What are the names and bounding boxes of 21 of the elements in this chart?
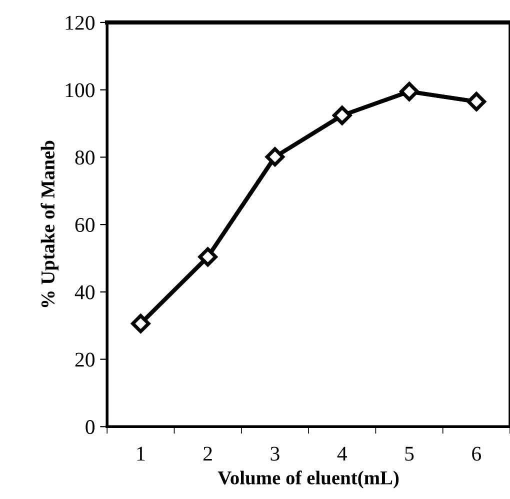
point	[265, 147, 285, 166]
point	[198, 247, 218, 266]
point	[332, 106, 352, 126]
y-tick-label: 0	[86, 420, 94, 434]
x-tick-label: 5	[405, 446, 414, 461]
y-tick-label: 60	[75, 218, 94, 232]
x-axis-title: Volume of eluent(mL)	[218, 470, 399, 488]
point	[466, 92, 486, 112]
y-axis-title: % Uptake of Maneb	[40, 140, 58, 308]
x-tick-label: 2	[204, 446, 212, 461]
x-tick-label: 4	[337, 446, 348, 461]
y-tick-label: 120	[66, 16, 94, 30]
x-tick-label: 3	[270, 446, 280, 461]
y-tick-label: 40	[74, 285, 94, 300]
point	[400, 82, 419, 102]
y-tick-label: 80	[75, 150, 94, 165]
y-tick-label: 100	[66, 83, 94, 98]
point	[131, 314, 150, 334]
x-tick-label: 1	[137, 446, 145, 461]
x-tick-label: 6	[472, 446, 482, 461]
y-tick-label: 20	[75, 352, 94, 367]
